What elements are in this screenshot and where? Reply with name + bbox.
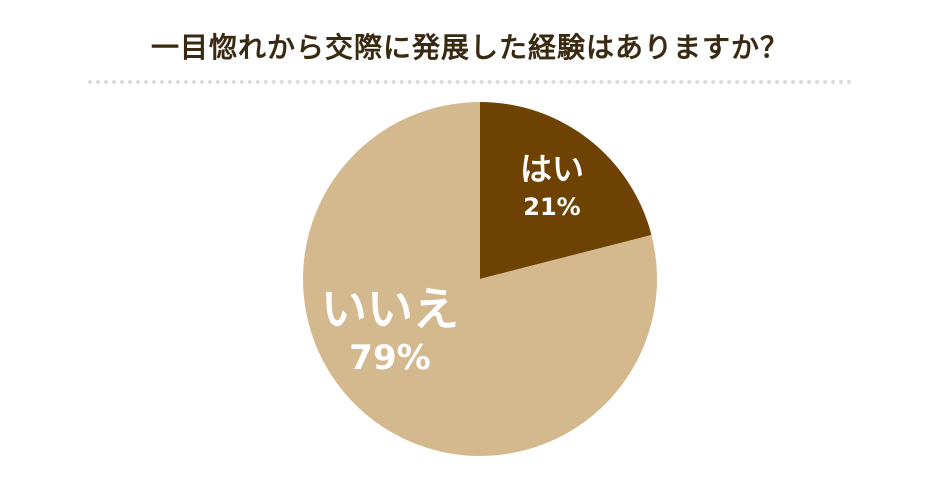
pie-slice-iie (303, 102, 657, 456)
slice-label-iie: いいえ (321, 282, 459, 336)
title-divider (88, 80, 852, 84)
slice-value-iie: 79% (349, 338, 430, 378)
chart-title: 一目惚れから交際に発展した経験はありますか？ (150, 31, 789, 64)
slice-label-hai: はい (520, 150, 584, 188)
pie-slice-hai (480, 102, 652, 279)
slice-value-hai: 21% (523, 193, 580, 221)
